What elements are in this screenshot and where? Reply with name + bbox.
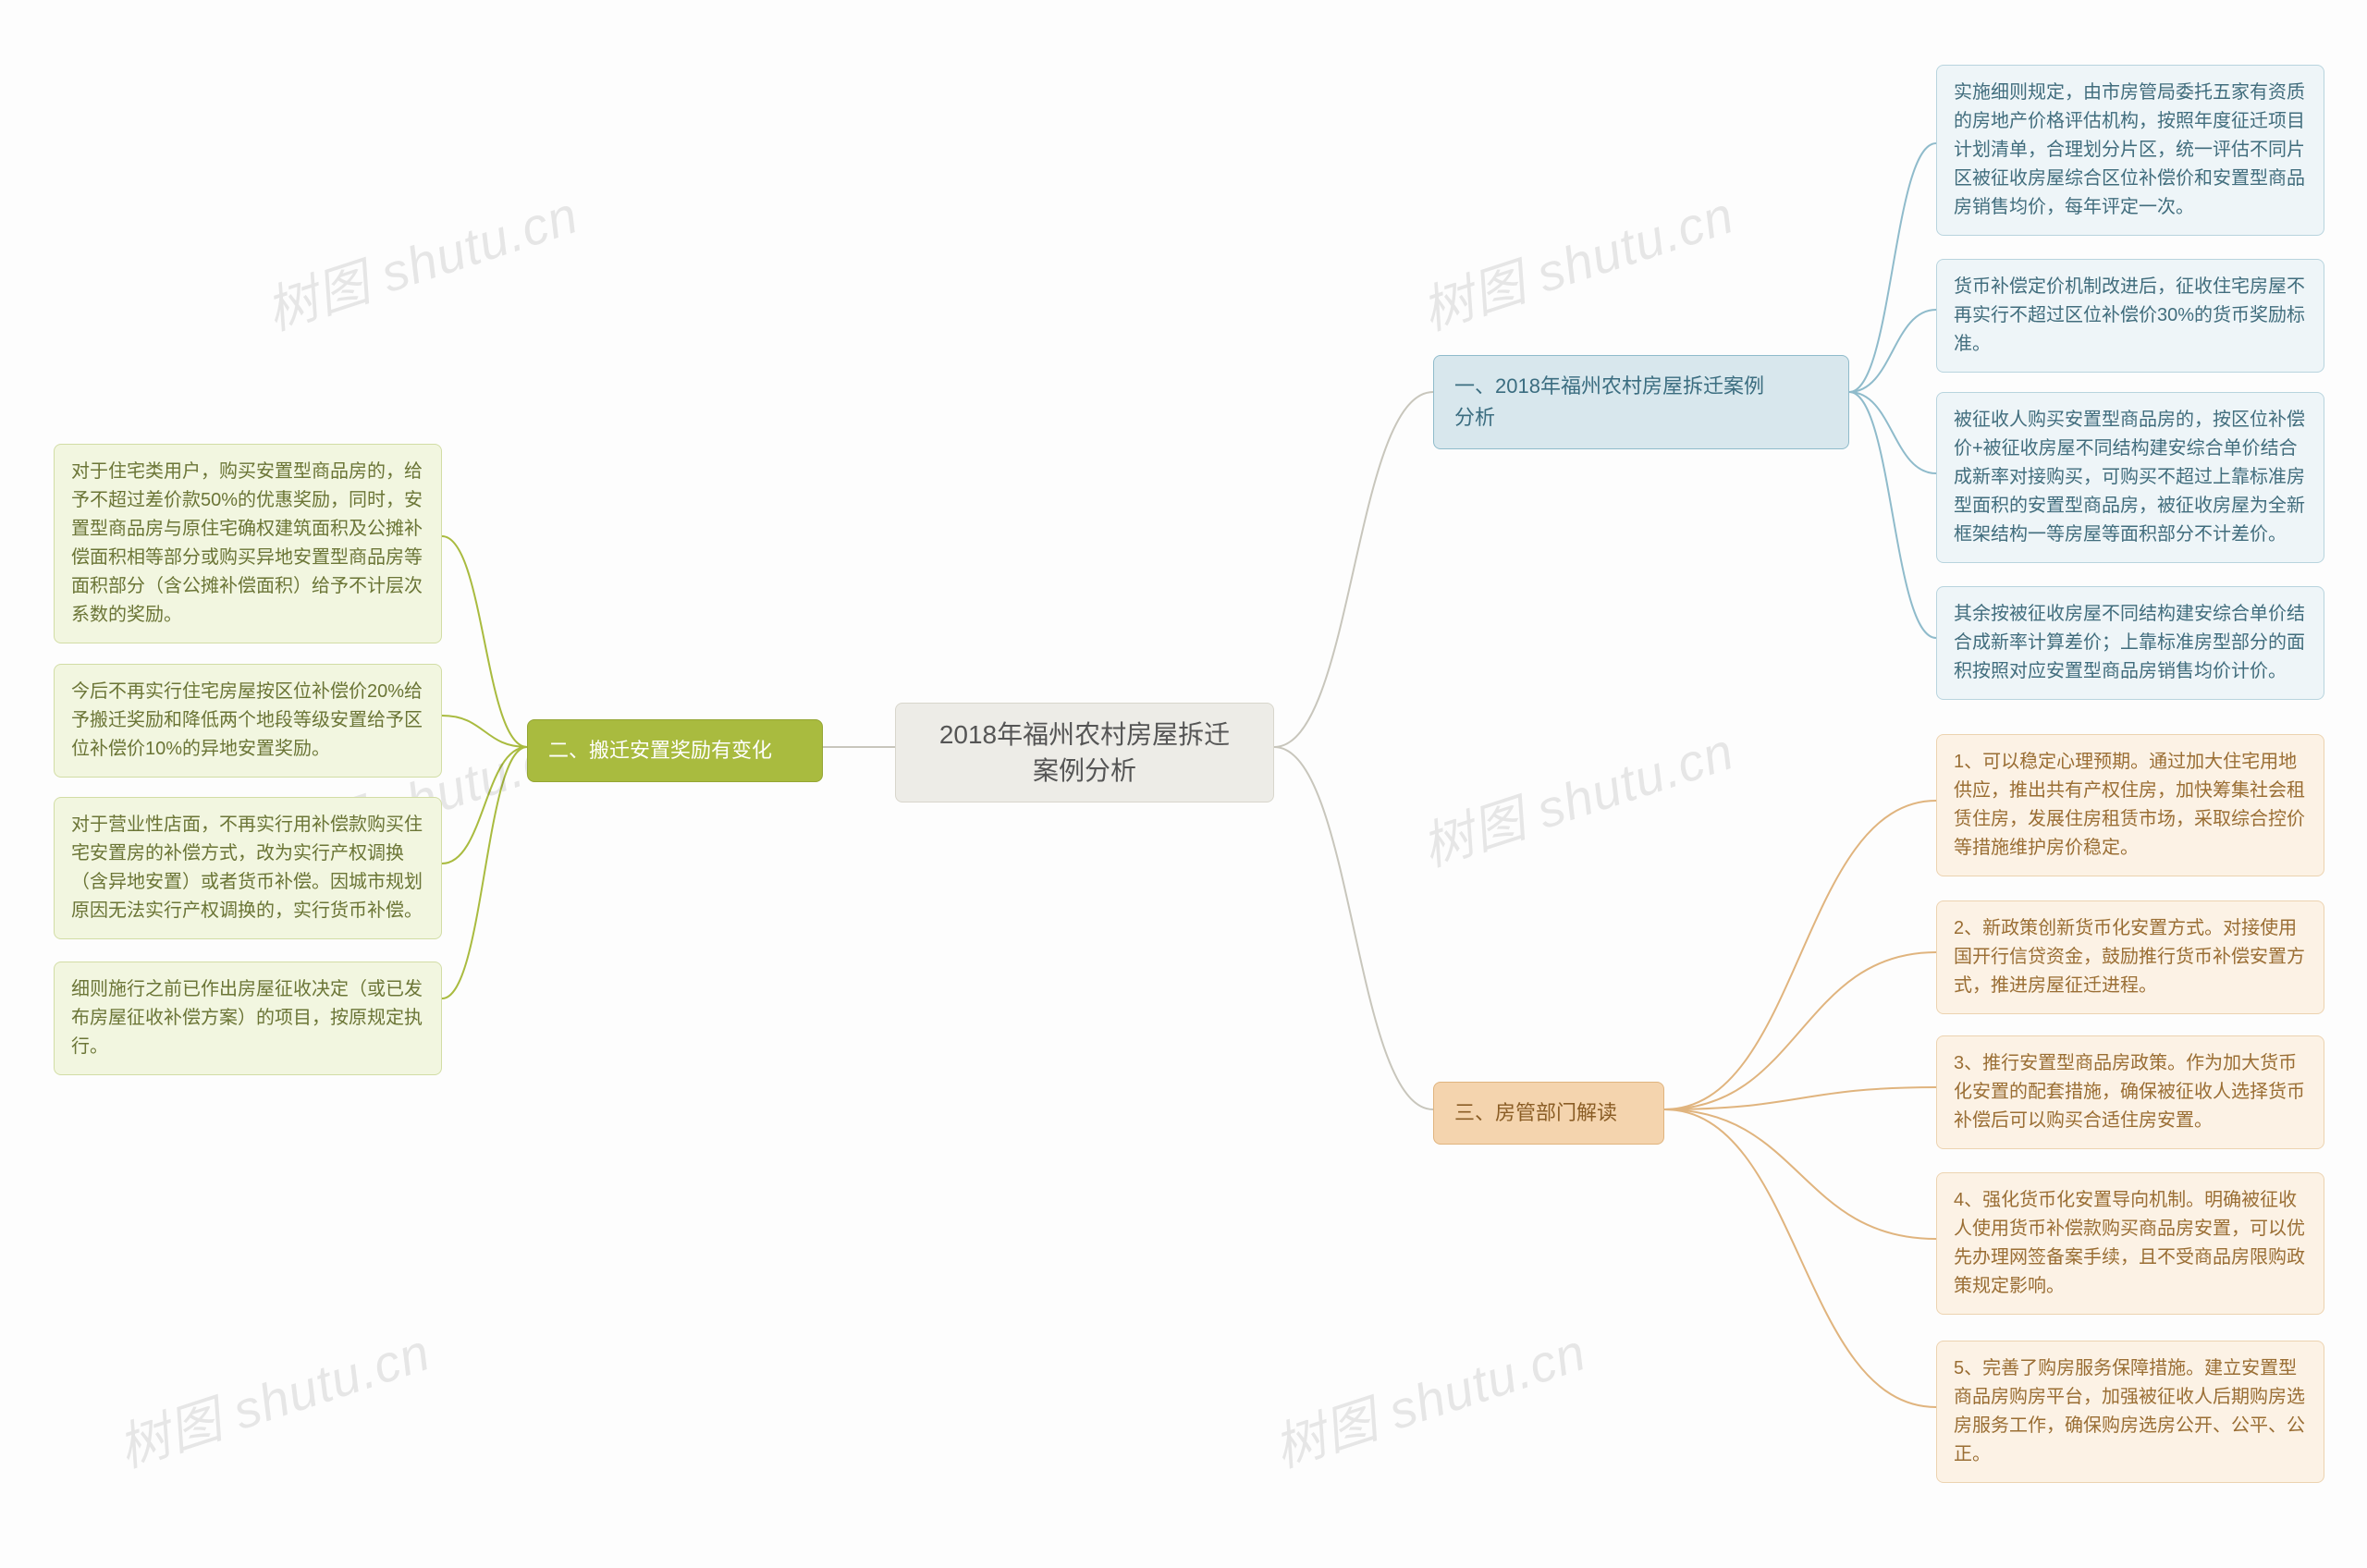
- mindmap-canvas: 树图 shutu.cn 树图 shutu.cn 树图 shutu.cn 树图 shut…: [0, 0, 2367, 1568]
- watermark: 树图 shutu.cn: [1411, 710, 1742, 881]
- leaf-b2-3-label: 细则施行之前已作出房屋征收决定（或已发布房屋征收补偿方案）的项目，按原规定执行。: [71, 979, 423, 1057]
- branch-b3-label: 三、房管部门解读: [1454, 1101, 1617, 1124]
- leaf-b1-0[interactable]: 实施细则规定，由市房管局委托五家有资质的房地产价格评估机构，按照年度征迁项目计划…: [1936, 65, 2324, 236]
- watermark: 树图 shutu.cn: [255, 174, 586, 345]
- leaf-b3-1-label: 2、新政策创新货币化安置方式。对接使用国开行信贷资金，鼓励推行货币补偿安置方式，…: [1954, 918, 2305, 996]
- leaf-b1-0-label: 实施细则规定，由市房管局委托五家有资质的房地产价格评估机构，按照年度征迁项目计划…: [1954, 82, 2305, 217]
- leaf-b1-3-label: 其余按被征收房屋不同结构建安综合单价结合成新率计算差价；上靠标准房型部分的面积按…: [1954, 604, 2305, 681]
- branch-b1[interactable]: 一、2018年福州农村房屋拆迁案例 分析: [1433, 355, 1849, 449]
- leaf-b3-2-label: 3、推行安置型商品房政策。作为加大货币化安置的配套措施，确保被征收人选择货币补偿…: [1954, 1053, 2305, 1131]
- leaf-b3-0-label: 1、可以稳定心理预期。通过加大住宅用地供应，推出共有产权住房，加快筹集社会租赁住…: [1954, 752, 2305, 858]
- leaf-b2-1[interactable]: 今后不再实行住宅房屋按区位补偿价20%给予搬迁奖励和降低两个地段等级安置给予区位…: [54, 664, 442, 778]
- leaf-b1-3[interactable]: 其余按被征收房屋不同结构建安综合单价结合成新率计算差价；上靠标准房型部分的面积按…: [1936, 586, 2324, 700]
- leaf-b1-1-label: 货币补偿定价机制改进后，征收住宅房屋不再实行不超过区位补偿价30%的货币奖励标准…: [1954, 276, 2305, 354]
- watermark: 树图 shutu.cn: [107, 1311, 438, 1482]
- leaf-b2-2[interactable]: 对于营业性店面，不再实行用补偿款购买住宅安置房的补偿方式，改为实行产权调换（含异…: [54, 797, 442, 939]
- leaf-b3-4[interactable]: 5、完善了购房服务保障措施。建立安置型商品房购房平台，加强被征收人后期购房选房服…: [1936, 1341, 2324, 1483]
- leaf-b2-3[interactable]: 细则施行之前已作出房屋征收决定（或已发布房屋征收补偿方案）的项目，按原规定执行。: [54, 962, 442, 1075]
- watermark: 树图 shutu.cn: [1411, 174, 1742, 345]
- leaf-b1-1[interactable]: 货币补偿定价机制改进后，征收住宅房屋不再实行不超过区位补偿价30%的货币奖励标准…: [1936, 259, 2324, 373]
- root-node-label: 2018年福州农村房屋拆迁 案例分析: [939, 720, 1230, 785]
- leaf-b3-1[interactable]: 2、新政策创新货币化安置方式。对接使用国开行信贷资金，鼓励推行货币补偿安置方式，…: [1936, 900, 2324, 1014]
- leaf-b2-2-label: 对于营业性店面，不再实行用补偿款购买住宅安置房的补偿方式，改为实行产权调换（含异…: [71, 815, 423, 921]
- branch-b2-label: 二、搬迁安置奖励有变化: [548, 739, 772, 762]
- leaf-b3-3[interactable]: 4、强化货币化安置导向机制。明确被征收人使用货币补偿款购买商品房安置，可以优先办…: [1936, 1172, 2324, 1315]
- watermark: 树图 shutu.cn: [1263, 1311, 1594, 1482]
- leaf-b2-0-label: 对于住宅类用户，购买安置型商品房的，给予不超过差价款50%的优惠奖励，同时，安置…: [71, 461, 423, 625]
- branch-b3[interactable]: 三、房管部门解读: [1433, 1082, 1664, 1145]
- leaf-b2-1-label: 今后不再实行住宅房屋按区位补偿价20%给予搬迁奖励和降低两个地段等级安置给予区位…: [71, 681, 423, 759]
- branch-b2[interactable]: 二、搬迁安置奖励有变化: [527, 719, 823, 782]
- root-node[interactable]: 2018年福州农村房屋拆迁 案例分析: [895, 703, 1274, 802]
- leaf-b3-0[interactable]: 1、可以稳定心理预期。通过加大住宅用地供应，推出共有产权住房，加快筹集社会租赁住…: [1936, 734, 2324, 876]
- leaf-b3-3-label: 4、强化货币化安置导向机制。明确被征收人使用货币补偿款购买商品房安置，可以优先办…: [1954, 1190, 2305, 1296]
- branch-b1-label: 一、2018年福州农村房屋拆迁案例 分析: [1454, 374, 1764, 429]
- leaf-b1-2-label: 被征收人购买安置型商品房的，按区位补偿价+被征收房屋不同结构建安综合单价结合成新…: [1954, 410, 2305, 545]
- leaf-b2-0[interactable]: 对于住宅类用户，购买安置型商品房的，给予不超过差价款50%的优惠奖励，同时，安置…: [54, 444, 442, 643]
- leaf-b3-2[interactable]: 3、推行安置型商品房政策。作为加大货币化安置的配套措施，确保被征收人选择货币补偿…: [1936, 1035, 2324, 1149]
- leaf-b3-4-label: 5、完善了购房服务保障措施。建立安置型商品房购房平台，加强被征收人后期购房选房服…: [1954, 1358, 2305, 1464]
- leaf-b1-2[interactable]: 被征收人购买安置型商品房的，按区位补偿价+被征收房屋不同结构建安综合单价结合成新…: [1936, 392, 2324, 563]
